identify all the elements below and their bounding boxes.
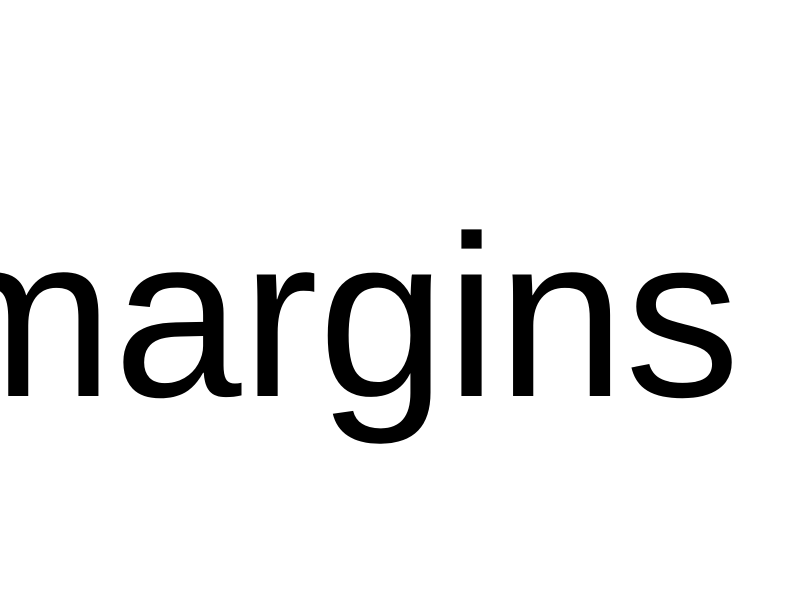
zoomed-text-fragment: margins to	[0, 188, 800, 445]
